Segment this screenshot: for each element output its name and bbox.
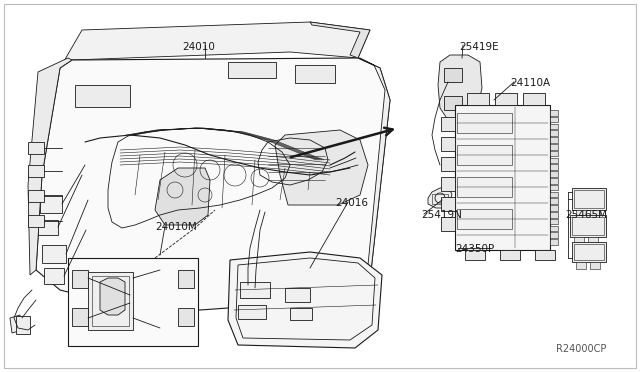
Bar xyxy=(240,282,270,298)
Bar xyxy=(44,268,64,284)
Polygon shape xyxy=(36,58,390,310)
Bar xyxy=(576,262,586,269)
Bar xyxy=(572,242,606,262)
Bar xyxy=(550,178,558,183)
Bar xyxy=(42,245,66,263)
Polygon shape xyxy=(28,58,72,275)
Bar xyxy=(550,137,558,143)
Bar xyxy=(72,308,88,326)
Bar xyxy=(295,65,335,83)
Bar xyxy=(72,270,88,288)
Bar xyxy=(68,258,198,346)
Text: R24000CP: R24000CP xyxy=(556,344,606,354)
Polygon shape xyxy=(310,22,370,58)
Bar xyxy=(535,250,555,260)
Polygon shape xyxy=(340,58,390,300)
Text: 24350P: 24350P xyxy=(455,244,494,254)
Bar xyxy=(28,215,44,227)
Bar xyxy=(550,185,558,190)
Bar xyxy=(550,151,558,156)
Bar xyxy=(572,188,606,210)
Polygon shape xyxy=(100,278,125,315)
Bar xyxy=(228,62,276,78)
Bar xyxy=(28,142,44,154)
Bar xyxy=(588,237,598,244)
Bar xyxy=(290,308,312,320)
Bar xyxy=(550,158,558,163)
Bar xyxy=(590,210,600,217)
Bar xyxy=(285,288,310,302)
Bar xyxy=(92,276,129,326)
Text: 25465M: 25465M xyxy=(565,210,607,220)
Text: 25419N: 25419N xyxy=(421,210,462,220)
Polygon shape xyxy=(10,315,22,333)
Text: 24010: 24010 xyxy=(182,42,215,52)
Bar xyxy=(550,144,558,150)
Bar xyxy=(441,177,455,191)
Text: 24110A: 24110A xyxy=(510,78,550,88)
Bar xyxy=(432,194,448,204)
Bar xyxy=(38,220,58,235)
Bar xyxy=(444,68,462,82)
Bar xyxy=(576,210,586,217)
Bar xyxy=(550,192,558,197)
Bar xyxy=(574,244,604,260)
Bar xyxy=(574,237,584,244)
Bar xyxy=(75,85,130,107)
Bar xyxy=(457,145,512,165)
Bar xyxy=(550,117,558,122)
Bar xyxy=(88,272,133,330)
Bar xyxy=(178,308,194,326)
Bar xyxy=(550,110,558,115)
Polygon shape xyxy=(275,130,368,205)
Polygon shape xyxy=(155,168,210,225)
Bar xyxy=(572,217,604,235)
Text: 25419E: 25419E xyxy=(459,42,499,52)
Bar xyxy=(457,209,512,229)
Bar xyxy=(550,124,558,129)
Bar xyxy=(550,205,558,211)
Bar xyxy=(495,93,517,105)
Bar xyxy=(467,93,489,105)
Bar xyxy=(465,250,485,260)
Bar xyxy=(238,305,266,319)
Bar xyxy=(441,117,455,131)
Bar xyxy=(441,157,455,171)
Bar xyxy=(28,190,44,202)
Bar xyxy=(457,177,512,197)
Bar xyxy=(590,262,600,269)
Bar xyxy=(444,96,462,110)
Bar xyxy=(574,190,604,208)
Text: 24010M: 24010M xyxy=(155,222,196,232)
Text: 24016: 24016 xyxy=(335,198,368,208)
Bar xyxy=(550,225,558,231)
Bar xyxy=(550,164,558,170)
Polygon shape xyxy=(428,188,452,208)
Bar xyxy=(550,239,558,245)
Bar xyxy=(441,217,455,231)
Bar xyxy=(455,105,550,250)
Polygon shape xyxy=(438,55,482,125)
Bar xyxy=(16,316,30,334)
Bar xyxy=(178,270,194,288)
Bar xyxy=(40,195,62,213)
Bar xyxy=(550,198,558,204)
Bar xyxy=(550,219,558,224)
Bar xyxy=(441,137,455,151)
Bar xyxy=(523,93,545,105)
Bar xyxy=(500,250,520,260)
Bar xyxy=(28,165,44,177)
Bar xyxy=(550,212,558,218)
Polygon shape xyxy=(60,22,370,68)
Bar xyxy=(550,232,558,238)
Polygon shape xyxy=(228,252,382,348)
Bar xyxy=(570,215,606,237)
Bar xyxy=(550,171,558,177)
Bar xyxy=(550,131,558,136)
Bar xyxy=(441,197,455,211)
Bar xyxy=(457,113,512,133)
